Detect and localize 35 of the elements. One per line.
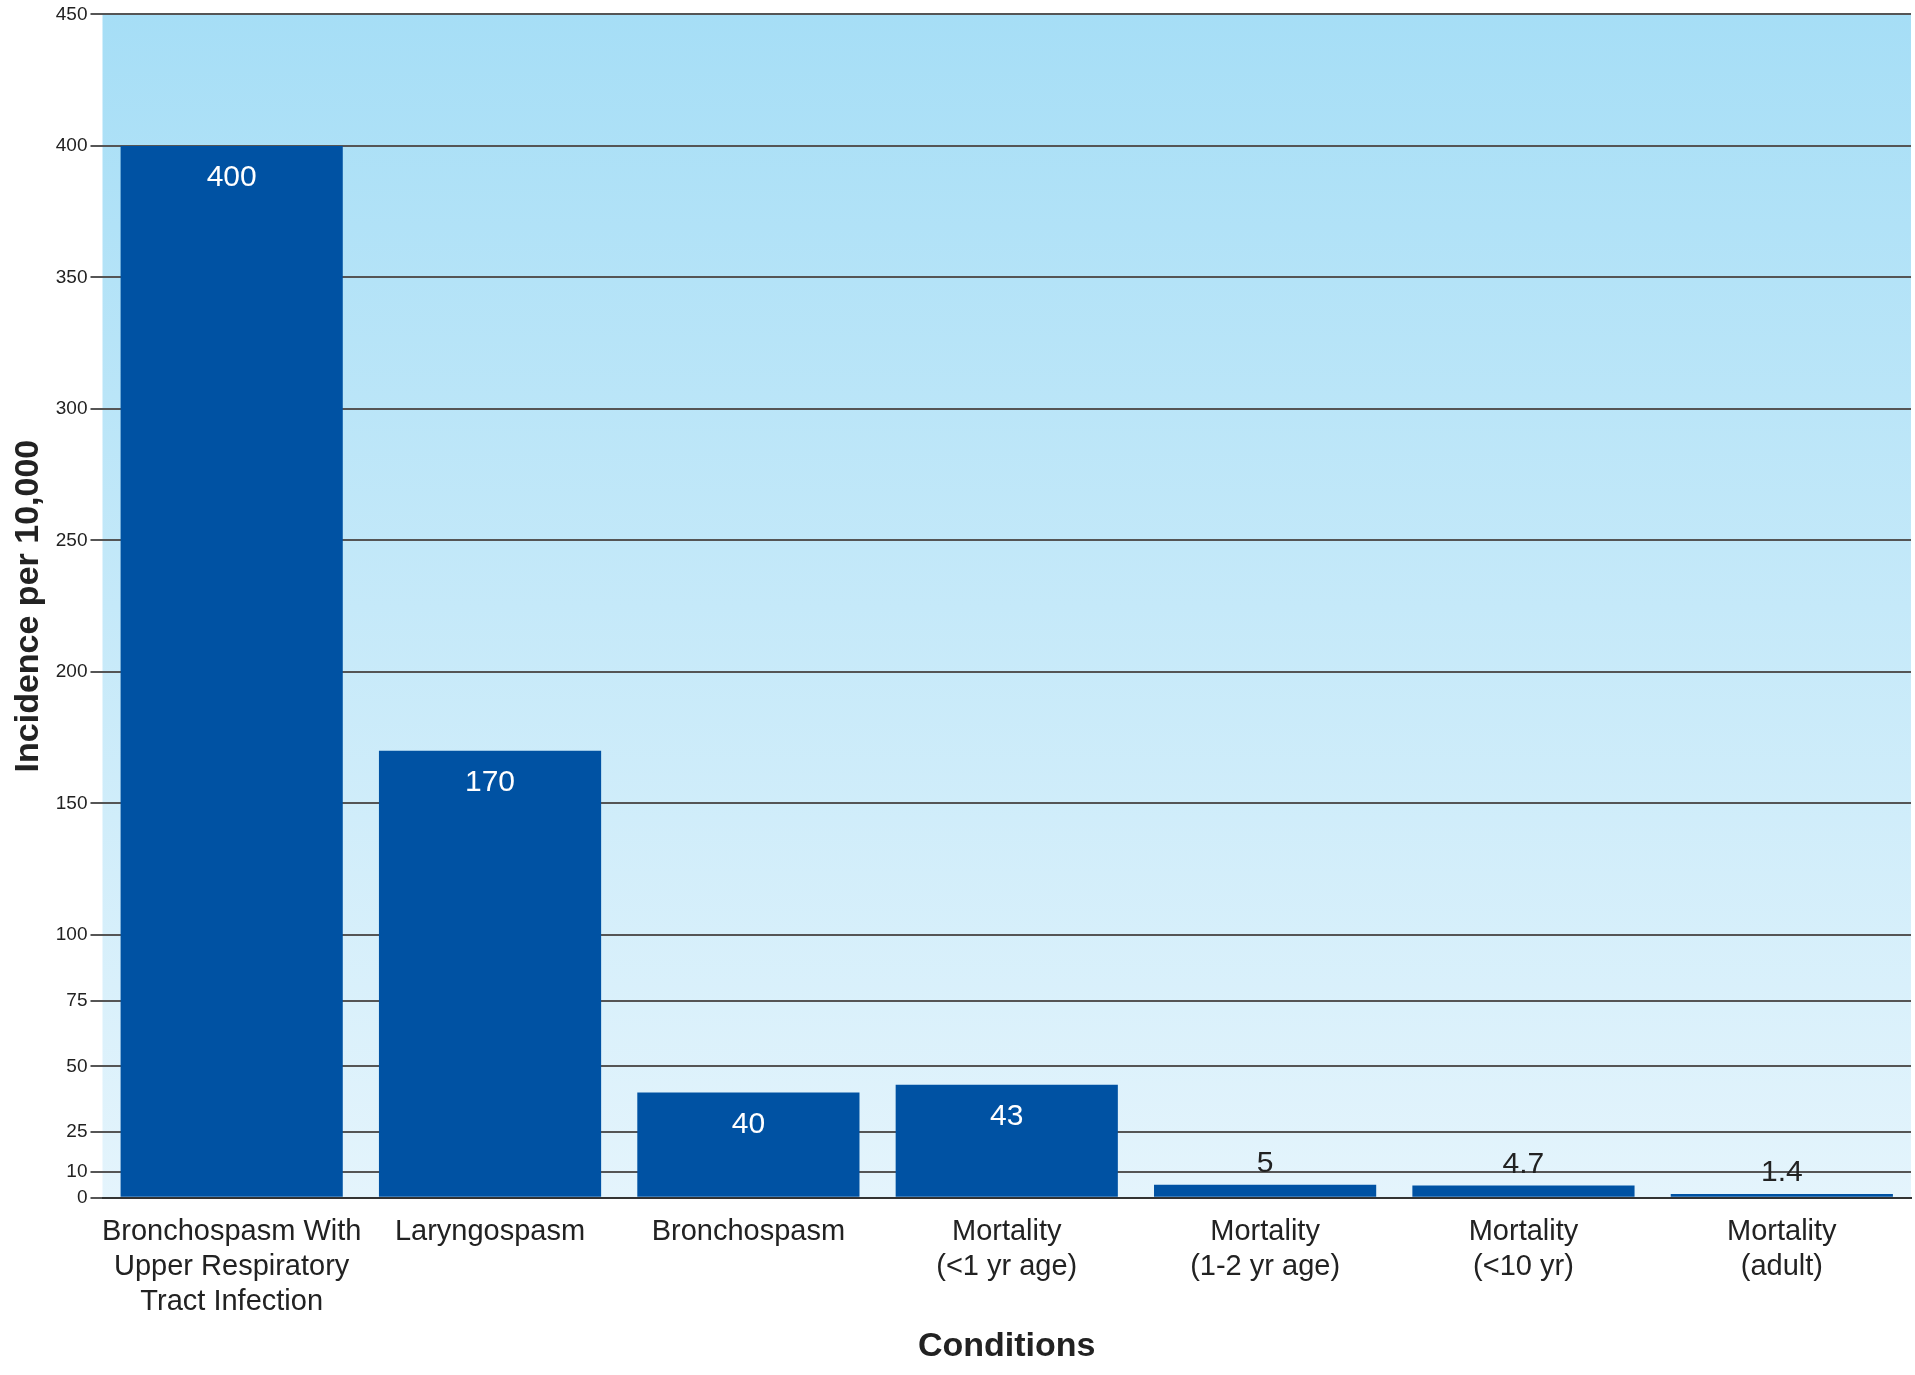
y-tick-label: 10 bbox=[66, 1159, 88, 1181]
y-tick-label: 250 bbox=[55, 528, 88, 550]
data-label: 43 bbox=[990, 1097, 1024, 1131]
bar bbox=[637, 1092, 860, 1197]
bar bbox=[895, 1084, 1118, 1197]
y-tick-label: 50 bbox=[66, 1054, 88, 1076]
y-tick-label: 450 bbox=[55, 2, 88, 24]
y-tick-label: 25 bbox=[66, 1120, 88, 1142]
x-tick-label: Mortality (<10 yr) bbox=[1468, 1214, 1579, 1281]
x-tick-label: Mortality (<1 yr age) bbox=[936, 1214, 1078, 1281]
y-tick-label: 0 bbox=[76, 1186, 88, 1208]
data-label: 400 bbox=[206, 159, 257, 193]
data-label: 170 bbox=[465, 764, 516, 797]
x-tick-label: Mortality (adult) bbox=[1727, 1214, 1838, 1281]
y-tick-label: 350 bbox=[55, 265, 88, 287]
y-tick-label: 100 bbox=[55, 923, 88, 945]
x-tick-label: Bronchospasm With Upper Respiratory Tract Infection bbox=[101, 1214, 362, 1316]
bar bbox=[378, 750, 602, 1197]
x-tick-label: Mortality (1-2 yr age) bbox=[1190, 1214, 1341, 1281]
data-label: 40 bbox=[731, 1105, 766, 1139]
y-tick-label: 75 bbox=[66, 988, 88, 1010]
bar bbox=[120, 145, 343, 1197]
x-axis-title: Conditions bbox=[917, 1324, 1096, 1363]
y-axis-title: Incidence per 10,000 bbox=[6, 439, 45, 773]
y-tick-label: 400 bbox=[55, 134, 88, 156]
bar bbox=[1670, 1194, 1893, 1197]
bar bbox=[1154, 1184, 1377, 1197]
x-tick-label: Bronchospasm bbox=[651, 1214, 846, 1247]
y-tick-label: 150 bbox=[55, 791, 88, 813]
bar bbox=[1412, 1185, 1635, 1197]
y-tick-label: 300 bbox=[55, 397, 88, 419]
data-label: 4.7 bbox=[1502, 1145, 1545, 1179]
x-tick-label: Laryngospasm bbox=[394, 1214, 586, 1247]
data-label: 5 bbox=[1256, 1144, 1274, 1178]
y-tick-label: 200 bbox=[55, 660, 88, 682]
